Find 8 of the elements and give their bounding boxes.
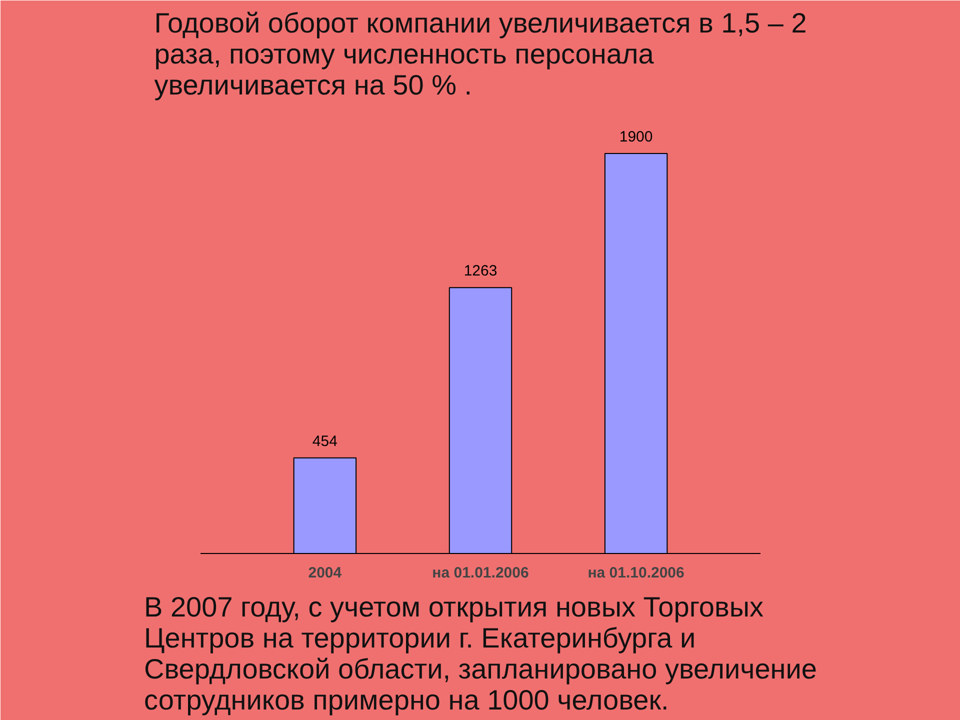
x-tick-label: 2004 [308, 564, 342, 582]
data-label: 454 [312, 432, 338, 450]
chart-title: Годовой оборот компании увеличивается в 1,5 – 2 раза, поэтому численность персонала увеличивается на 50 % . [154, 8, 807, 100]
data-label: 1900 [619, 128, 653, 146]
text: В 2007 году, с учетом открытия новых Торговых Центров на территории г. Екатеринбурга и Свердловской области, запланировано увеличение сотрудников примерно на 1000 человек. [144, 592, 817, 716]
x-tick-label: на 01.10.2006 [588, 564, 684, 582]
x-tick-label: на 01.01.2006 [432, 564, 529, 582]
data-label: 1263 [464, 262, 498, 280]
